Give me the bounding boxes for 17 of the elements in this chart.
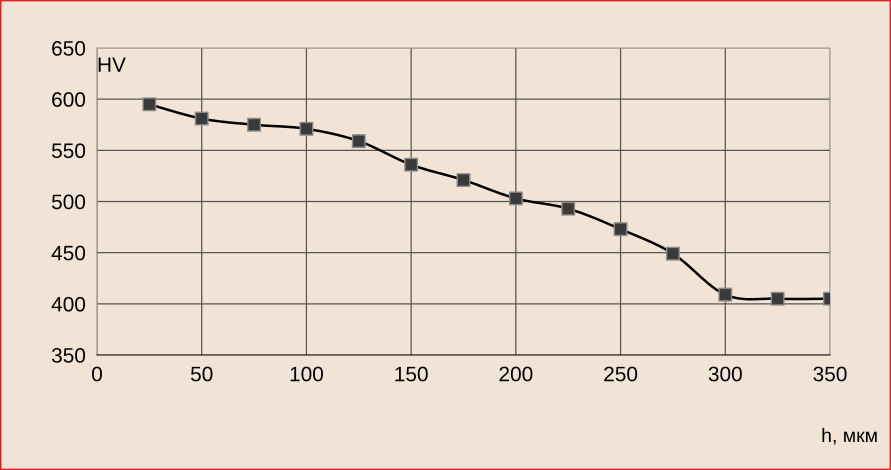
y-tick-label: 400 bbox=[52, 296, 86, 312]
x-tick-label: 0 bbox=[92, 366, 102, 382]
y-tick-label: 650 bbox=[52, 41, 86, 56]
x-tick-label: 100 bbox=[290, 366, 323, 382]
y-tick-label: 350 bbox=[52, 348, 86, 363]
y-tick-label: 500 bbox=[52, 194, 86, 210]
x-tick-label: 350 bbox=[813, 366, 847, 382]
x-tick-label: 200 bbox=[500, 366, 532, 382]
x-tick-label: 300 bbox=[708, 366, 742, 382]
y-tick-label: 450 bbox=[52, 246, 86, 260]
y-axis-title: HV bbox=[98, 57, 126, 72]
x-tick-label: 250 bbox=[604, 366, 638, 382]
x-axis-title: h, мкм bbox=[822, 428, 877, 445]
y-tick-label: 600 bbox=[52, 92, 86, 107]
x-tick-label: 150 bbox=[395, 366, 428, 382]
x-tick-label: 50 bbox=[190, 366, 212, 382]
y-tick-label: 550 bbox=[52, 143, 86, 158]
